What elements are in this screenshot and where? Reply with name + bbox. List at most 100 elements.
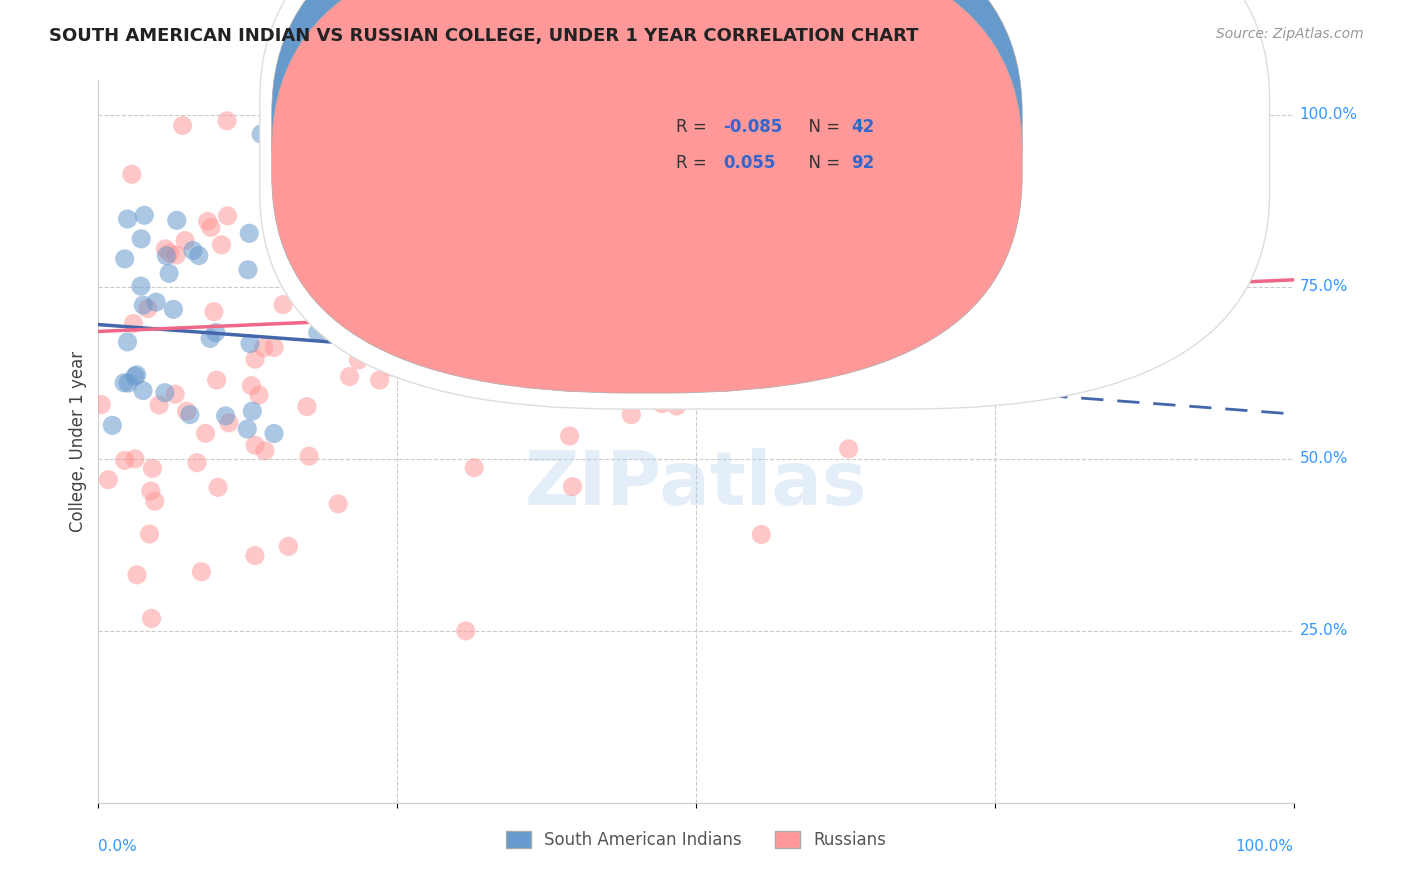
- Point: [243, 352, 266, 367]
- FancyBboxPatch shape: [260, 0, 1270, 409]
- Point: [319, 250, 342, 264]
- Point: [792, 370, 814, 384]
- Point: [273, 230, 295, 244]
- Point: [243, 438, 266, 452]
- Point: [283, 114, 305, 128]
- Point: [740, 295, 762, 310]
- Point: [124, 451, 146, 466]
- Point: [162, 302, 184, 317]
- Text: Source: ZipAtlas.com: Source: ZipAtlas.com: [1216, 27, 1364, 41]
- Point: [486, 73, 509, 87]
- Point: [263, 426, 285, 441]
- Point: [214, 409, 236, 423]
- Text: 75.0%: 75.0%: [1299, 279, 1348, 294]
- Text: 25.0%: 25.0%: [1299, 624, 1348, 639]
- Point: [121, 167, 143, 181]
- Y-axis label: College, Under 1 year: College, Under 1 year: [69, 351, 87, 533]
- Point: [454, 624, 477, 638]
- Point: [139, 484, 162, 499]
- FancyBboxPatch shape: [271, 0, 1022, 357]
- Point: [368, 373, 391, 387]
- Point: [240, 404, 263, 418]
- Point: [620, 408, 643, 422]
- Point: [157, 266, 180, 280]
- Point: [174, 234, 197, 248]
- Point: [436, 134, 458, 148]
- Text: 100.0%: 100.0%: [1236, 838, 1294, 854]
- Point: [217, 209, 239, 223]
- Point: [471, 307, 494, 321]
- Point: [380, 360, 402, 375]
- Point: [143, 494, 166, 508]
- Point: [347, 352, 370, 367]
- Point: [141, 611, 163, 625]
- Point: [117, 334, 139, 349]
- Text: 0.055: 0.055: [724, 153, 776, 171]
- Point: [384, 328, 406, 343]
- Point: [198, 331, 221, 345]
- Text: 42: 42: [852, 118, 875, 136]
- Point: [630, 268, 652, 282]
- Point: [253, 443, 276, 458]
- Point: [571, 343, 593, 358]
- Point: [1046, 240, 1069, 254]
- Point: [238, 227, 260, 241]
- Point: [186, 456, 208, 470]
- Point: [124, 369, 146, 384]
- Point: [305, 116, 328, 130]
- Point: [328, 497, 350, 511]
- Point: [385, 325, 408, 339]
- Point: [125, 368, 148, 382]
- Point: [253, 341, 276, 355]
- Point: [474, 310, 496, 324]
- Point: [236, 422, 259, 436]
- Point: [277, 539, 299, 553]
- Point: [194, 426, 217, 441]
- Text: N =: N =: [797, 118, 845, 136]
- Point: [145, 295, 167, 310]
- Point: [155, 249, 177, 263]
- Point: [575, 298, 598, 312]
- Point: [481, 293, 503, 308]
- Point: [666, 357, 689, 371]
- Point: [155, 242, 177, 256]
- Point: [202, 304, 225, 318]
- Point: [114, 453, 136, 467]
- Point: [172, 119, 194, 133]
- Point: [503, 371, 526, 385]
- Point: [271, 225, 294, 239]
- Point: [218, 416, 240, 430]
- Point: [240, 378, 263, 392]
- Point: [134, 208, 156, 222]
- Point: [463, 460, 485, 475]
- Point: [236, 262, 259, 277]
- Point: [90, 398, 112, 412]
- Point: [357, 278, 380, 293]
- Point: [346, 294, 368, 309]
- Point: [205, 373, 228, 387]
- Point: [117, 212, 139, 227]
- Point: [138, 527, 160, 541]
- Point: [366, 302, 388, 317]
- Text: R =: R =: [676, 118, 711, 136]
- Point: [630, 210, 652, 224]
- Point: [165, 248, 187, 262]
- Point: [298, 449, 321, 463]
- Point: [323, 318, 346, 333]
- Point: [215, 113, 238, 128]
- Point: [129, 232, 152, 246]
- Point: [132, 298, 155, 312]
- Point: [159, 246, 181, 260]
- Point: [117, 376, 139, 390]
- Text: R =: R =: [676, 153, 717, 171]
- Point: [543, 358, 565, 372]
- Point: [392, 271, 415, 285]
- Point: [699, 378, 721, 392]
- Point: [339, 369, 361, 384]
- Point: [153, 385, 176, 400]
- Text: -0.085: -0.085: [724, 118, 783, 136]
- Point: [239, 336, 262, 351]
- Point: [561, 479, 583, 493]
- Point: [665, 399, 688, 413]
- Point: [295, 400, 318, 414]
